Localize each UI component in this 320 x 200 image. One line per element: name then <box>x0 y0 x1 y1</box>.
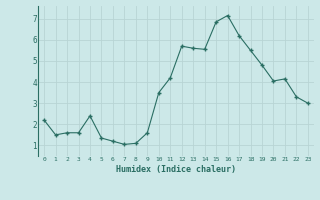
X-axis label: Humidex (Indice chaleur): Humidex (Indice chaleur) <box>116 165 236 174</box>
